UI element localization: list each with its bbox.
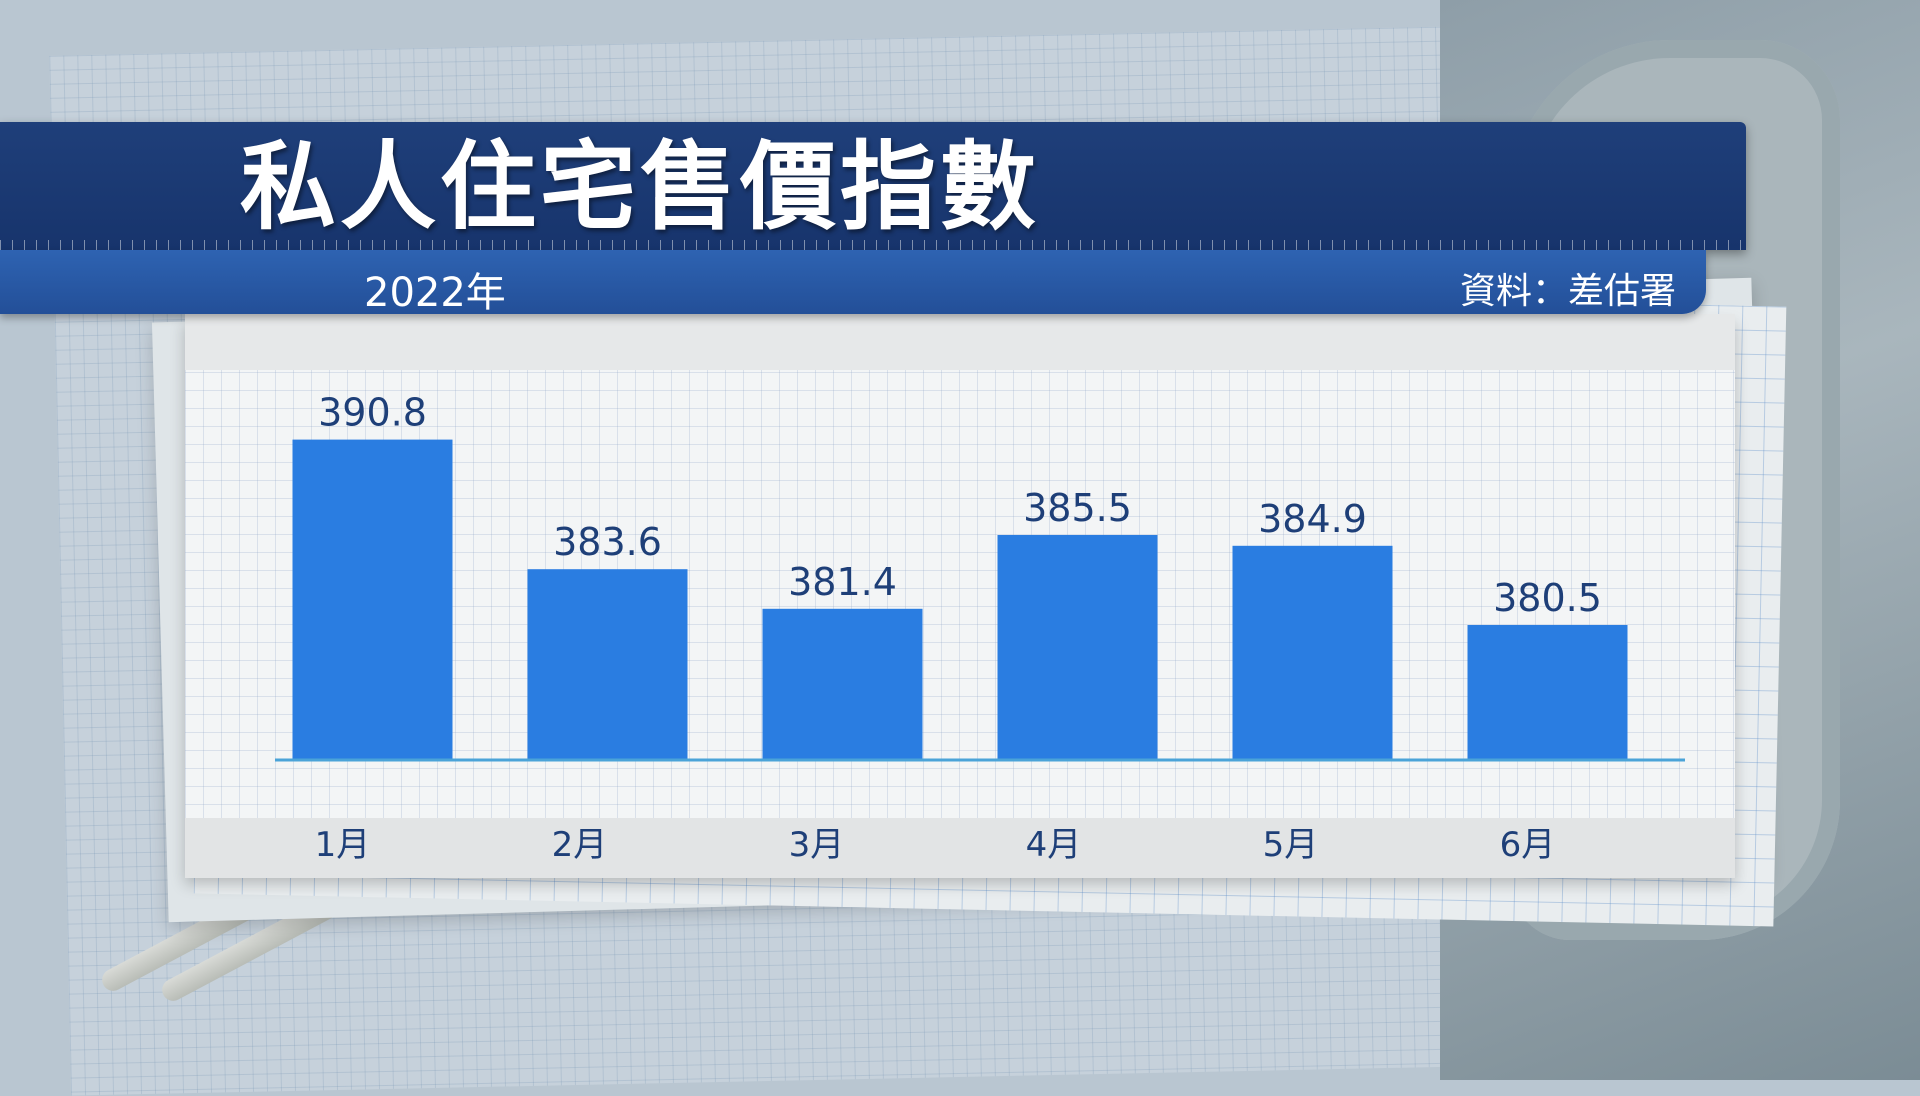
bar-2 [527,569,688,760]
value-label: 385.5 [1023,486,1132,530]
title-band: 私人住宅售價指數 [0,122,1746,250]
value-label: 383.6 [553,520,662,564]
bar-5 [1232,545,1393,760]
value-label: 381.4 [788,560,897,604]
bar-3 [762,608,923,760]
chart-year: 2022年 [364,270,506,316]
chart-title: 私人住宅售價指數 [240,131,1040,243]
bar-1 [292,439,453,760]
data-source: 資料：差估署 [1459,271,1676,312]
value-label: 384.9 [1258,497,1367,541]
value-label: 390.8 [318,391,427,435]
bar-6 [1467,625,1628,760]
category-strip [185,818,1735,878]
category-label: 2月 [552,825,608,865]
bar-4 [997,535,1158,760]
category-label: 6月 [1500,825,1556,865]
chart-paper-header-strip [185,314,1735,370]
category-label: 1月 [315,825,371,865]
category-label: 4月 [1026,825,1082,865]
ruler-ticks [0,240,1746,250]
category-label: 3月 [789,825,845,865]
category-label: 5月 [1263,825,1319,865]
value-label: 380.5 [1493,576,1602,620]
subtitle-band: 2022年 資料：差估署 [0,250,1706,316]
